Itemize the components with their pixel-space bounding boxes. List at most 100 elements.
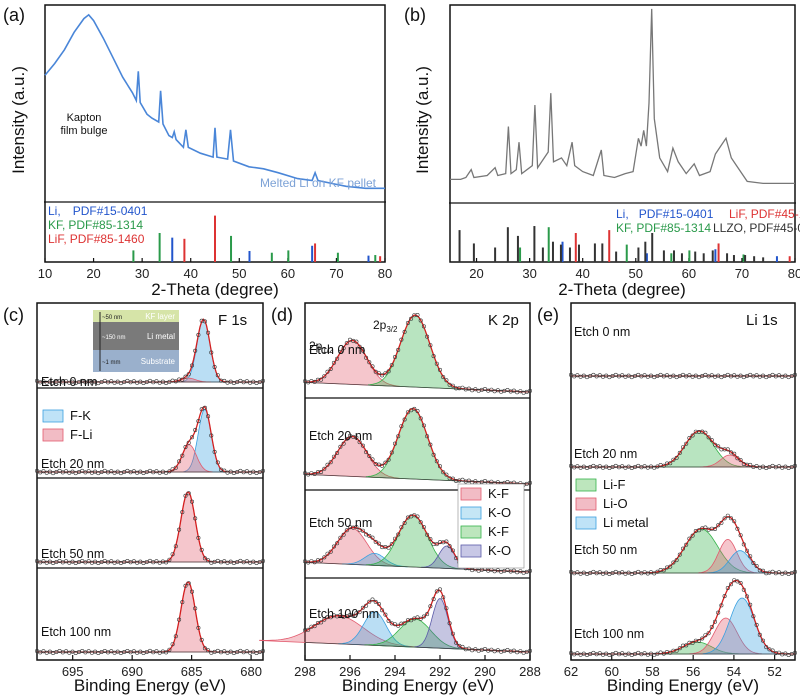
data-point (183, 444, 188, 449)
data-point (431, 597, 436, 602)
peak-label-2p32: 2p3/2 (373, 318, 398, 334)
data-point (312, 379, 317, 384)
data-point (495, 388, 500, 393)
data-point (418, 520, 423, 525)
data-point (331, 544, 336, 549)
inset-layer-2: Li metal (147, 332, 175, 341)
data-point (138, 559, 143, 564)
panel-d-frame (304, 302, 531, 661)
data-point (64, 379, 69, 384)
data-point (80, 648, 85, 653)
raw-data-c-0 (34, 318, 265, 386)
data-point (354, 339, 359, 344)
data-point (380, 373, 385, 378)
xtick-label-b-6: 80 (788, 266, 800, 281)
data-point (434, 361, 439, 366)
data-point (238, 468, 243, 473)
xrd-curve-b (450, 8, 795, 185)
data-point (354, 524, 359, 529)
xtick-label-b-3: 50 (629, 266, 643, 281)
data-point (421, 525, 426, 530)
data-point (380, 608, 385, 613)
data-point (322, 617, 327, 622)
xtick-label-a-3: 40 (183, 266, 197, 281)
data-point (434, 542, 439, 547)
data-point (392, 441, 397, 446)
ylabel-a: Intensity (a.u.) (9, 66, 28, 174)
data-point (636, 372, 641, 377)
xtick-label-c-1: 690 (121, 664, 143, 679)
legend-e-swatch-2 (575, 497, 597, 511)
data-point (703, 372, 708, 377)
data-point (770, 372, 775, 377)
data-point (447, 621, 452, 626)
data-point (93, 649, 98, 654)
data-point (70, 469, 75, 474)
data-point (709, 373, 714, 378)
data-point (109, 559, 114, 564)
legend-e-3: Li metal (603, 515, 649, 530)
raw-data-e-2 (568, 513, 797, 576)
data-point (405, 320, 410, 325)
data-point (437, 587, 442, 592)
data-point (370, 535, 375, 540)
data-point (748, 554, 753, 559)
data-point (716, 523, 721, 528)
raw-data-d-0 (302, 312, 532, 395)
data-point (222, 649, 227, 654)
data-point (399, 525, 404, 530)
data-point (370, 457, 375, 462)
xtick-label-c-2: 685 (181, 664, 203, 679)
data-point (125, 468, 130, 473)
data-point (792, 372, 797, 377)
data-point (319, 469, 324, 474)
data-point (613, 372, 618, 377)
data-point (209, 433, 214, 438)
data-point (748, 602, 753, 607)
xlabel-a: 2-Theta (degree) (151, 280, 279, 299)
data-point (738, 580, 743, 585)
data-point (367, 360, 372, 365)
data-point (190, 363, 195, 368)
data-point (131, 649, 136, 654)
data-point (709, 438, 714, 443)
data-point (357, 440, 362, 445)
xtick-label-e-5: 52 (767, 664, 781, 679)
data-point (450, 383, 455, 388)
data-point (328, 549, 333, 554)
data-point (706, 631, 711, 636)
data-point (109, 469, 114, 474)
data-point (380, 463, 385, 468)
data-point (482, 478, 487, 483)
data-point (383, 612, 388, 617)
data-point (473, 647, 478, 652)
data-point (693, 373, 698, 378)
data-point (425, 434, 430, 439)
data-point (115, 559, 120, 564)
panel-a: (a) 10 20 30 40 50 60 70 80 Kapton film bulge M… (3, 4, 392, 299)
raw-data-c-2 (34, 491, 265, 565)
legend-d-3: K-F (488, 524, 509, 539)
data-point (41, 379, 46, 384)
data-point (102, 648, 107, 653)
data-point (183, 493, 188, 498)
data-point (418, 416, 423, 421)
inset-thick-3: ~1 mm (102, 360, 121, 366)
data-point (428, 442, 433, 447)
data-point (626, 373, 631, 378)
data-point (183, 374, 188, 379)
data-point (335, 356, 340, 361)
data-point (41, 469, 46, 474)
data-point (661, 463, 666, 468)
data-point (751, 614, 756, 619)
data-point (604, 651, 609, 656)
raw-data-d-2 (302, 513, 532, 575)
xtick-label-a-1: 20 (86, 266, 100, 281)
data-point (674, 558, 679, 563)
data-point (760, 373, 765, 378)
data-point (109, 649, 114, 654)
data-point (454, 640, 459, 645)
legend-c-fk: F-K (70, 408, 91, 423)
data-point (354, 435, 359, 440)
data-point (700, 636, 705, 641)
